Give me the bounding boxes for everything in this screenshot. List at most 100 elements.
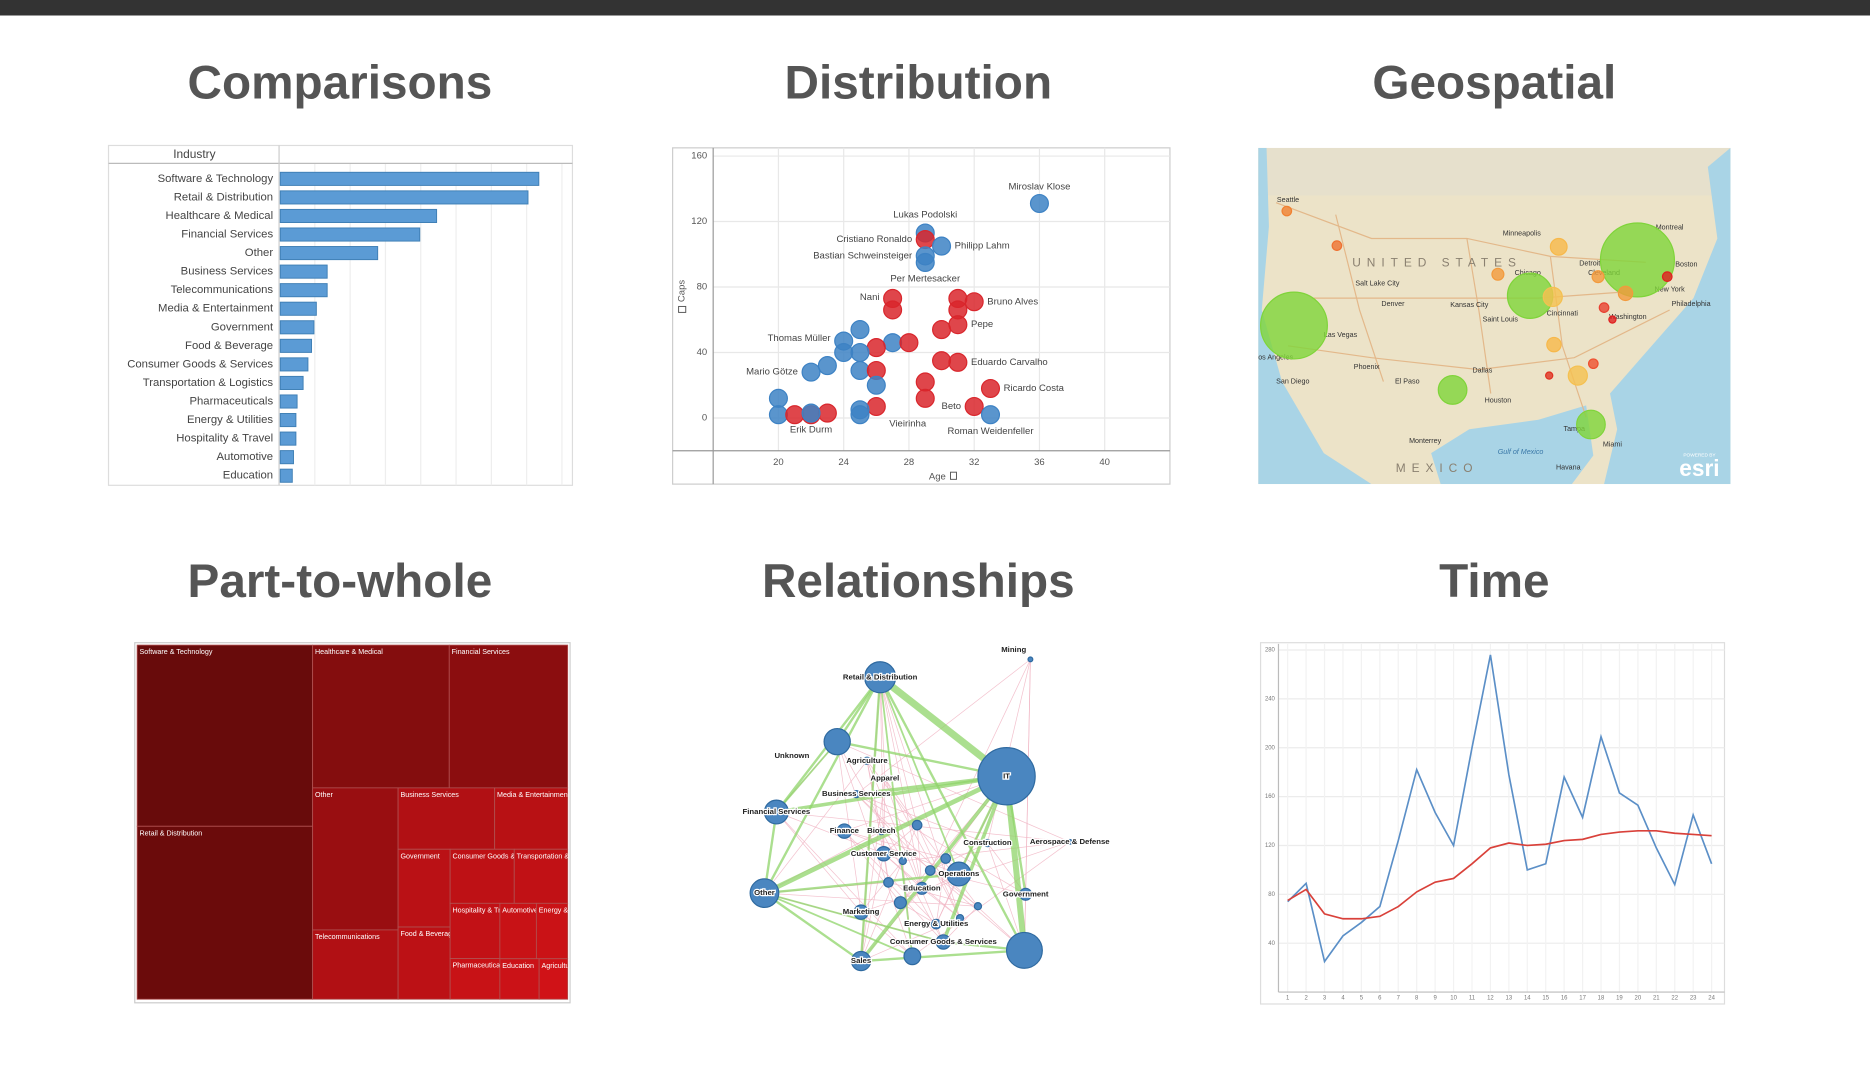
cell-label: Retail & Distribution bbox=[140, 829, 203, 837]
node bbox=[1066, 838, 1073, 845]
x-tick-label: 24 bbox=[1708, 996, 1715, 1002]
x-tick-label: 23 bbox=[1690, 996, 1697, 1002]
y-tick-label: 0 bbox=[702, 412, 707, 423]
edge bbox=[776, 811, 862, 913]
point-label: Thomas Müller bbox=[768, 333, 832, 344]
node bbox=[850, 950, 872, 972]
cell-label: Automotive bbox=[502, 906, 538, 914]
edge bbox=[856, 793, 1025, 951]
point bbox=[883, 300, 903, 320]
node-label: Financial Services bbox=[743, 807, 811, 816]
node bbox=[983, 838, 992, 848]
point bbox=[1029, 193, 1049, 214]
point bbox=[768, 405, 788, 425]
map: Seattle Minneapolis UNITED STATES Montreal B… bbox=[1258, 147, 1731, 485]
place-label: New York bbox=[1655, 286, 1686, 294]
node bbox=[1019, 887, 1033, 901]
point bbox=[866, 375, 886, 395]
node-label: Construction bbox=[963, 838, 1011, 847]
column-header: Industry bbox=[173, 147, 215, 161]
category-label: Transportation & Logistics bbox=[143, 377, 274, 389]
treemap-cell bbox=[448, 644, 569, 789]
ocean bbox=[1258, 147, 1372, 485]
node bbox=[903, 947, 922, 966]
node bbox=[946, 861, 972, 887]
category-label: Energy & Utilities bbox=[187, 414, 273, 426]
y-tick-label: 40 bbox=[697, 347, 708, 358]
edge bbox=[943, 905, 979, 943]
edge bbox=[879, 677, 918, 826]
x-tick-label: 24 bbox=[838, 457, 849, 468]
point-label: Per Mertesacker bbox=[890, 274, 961, 285]
treemap-cell bbox=[499, 958, 540, 1000]
place-label: Miami bbox=[1603, 441, 1622, 449]
point bbox=[980, 378, 1001, 399]
point-label: Cristiano Ronaldo bbox=[836, 234, 912, 245]
edge bbox=[902, 841, 1070, 862]
node bbox=[911, 819, 923, 831]
point-label: Mario Götze bbox=[746, 367, 798, 378]
place-label: Monterrey bbox=[1409, 437, 1442, 445]
treemap-cell bbox=[312, 644, 450, 789]
bar bbox=[279, 171, 540, 186]
cell-label: Energy & Utilities bbox=[539, 906, 594, 914]
x-tick-label: 4 bbox=[1341, 996, 1345, 1002]
node bbox=[853, 904, 869, 920]
point bbox=[948, 352, 968, 372]
cell-label: Media & Entertainment bbox=[497, 791, 570, 799]
place-label: Seattle bbox=[1277, 196, 1299, 204]
bubble bbox=[1598, 302, 1610, 314]
y-tick-label: 160 bbox=[691, 151, 707, 162]
chart-panel: Relationships Retail & Distribution Mining… bbox=[741, 555, 1111, 972]
node-label: Finance bbox=[830, 826, 860, 835]
point bbox=[883, 333, 903, 353]
panel-title: Distribution bbox=[785, 56, 1053, 109]
cell-label: Other bbox=[315, 791, 333, 799]
x-tick-label: 18 bbox=[1598, 996, 1605, 1002]
x-tick-label: 9 bbox=[1433, 996, 1437, 1002]
x-tick-label: 32 bbox=[969, 457, 980, 468]
chart-panel: Comparisons Industry Software & Technology… bbox=[107, 56, 574, 486]
node-label: Unknown bbox=[774, 751, 809, 760]
edge bbox=[879, 677, 914, 957]
point bbox=[915, 388, 935, 408]
node-label: Consumer Goods & Services bbox=[890, 937, 997, 946]
place-label: El Paso bbox=[1395, 377, 1420, 385]
place-label: UNITED STATES bbox=[1352, 256, 1522, 270]
category-label: Government bbox=[211, 321, 274, 333]
category-label: Consumer Goods & Services bbox=[127, 358, 273, 370]
point bbox=[834, 342, 854, 363]
point-label: Philipp Lahm bbox=[955, 241, 1010, 252]
road bbox=[1466, 238, 1492, 394]
node-label: IT bbox=[1003, 771, 1010, 780]
treemap-cell bbox=[397, 787, 496, 850]
node-label: Apparel bbox=[870, 774, 899, 783]
category-label: Retail & Distribution bbox=[174, 191, 273, 203]
edge bbox=[866, 760, 889, 883]
bar bbox=[279, 301, 317, 316]
node bbox=[940, 853, 952, 864]
place-label: Phoenix bbox=[1354, 363, 1380, 371]
point bbox=[915, 252, 935, 272]
road bbox=[1549, 256, 1587, 418]
node bbox=[883, 877, 894, 888]
node bbox=[749, 878, 780, 909]
node bbox=[864, 661, 897, 694]
cell-label: Financial Services bbox=[452, 648, 510, 656]
x-tick-label: 8 bbox=[1415, 996, 1419, 1002]
x-tick-label: 11 bbox=[1469, 996, 1476, 1002]
bubble bbox=[1437, 375, 1468, 405]
y-axis-title: Caps bbox=[677, 280, 688, 302]
place-label: Salt Lake City bbox=[1355, 280, 1399, 288]
bubble bbox=[1491, 267, 1505, 281]
point bbox=[932, 320, 952, 340]
place-label: Detroit bbox=[1579, 259, 1600, 267]
treemap-cell bbox=[136, 825, 314, 1000]
place-label: Las Vegas bbox=[1324, 331, 1358, 339]
x-tick-label: 13 bbox=[1506, 996, 1513, 1002]
edge bbox=[884, 778, 923, 889]
point-label: Bruno Alves bbox=[987, 296, 1038, 307]
bubble bbox=[1617, 285, 1634, 302]
edge bbox=[836, 741, 904, 862]
node bbox=[852, 789, 861, 799]
